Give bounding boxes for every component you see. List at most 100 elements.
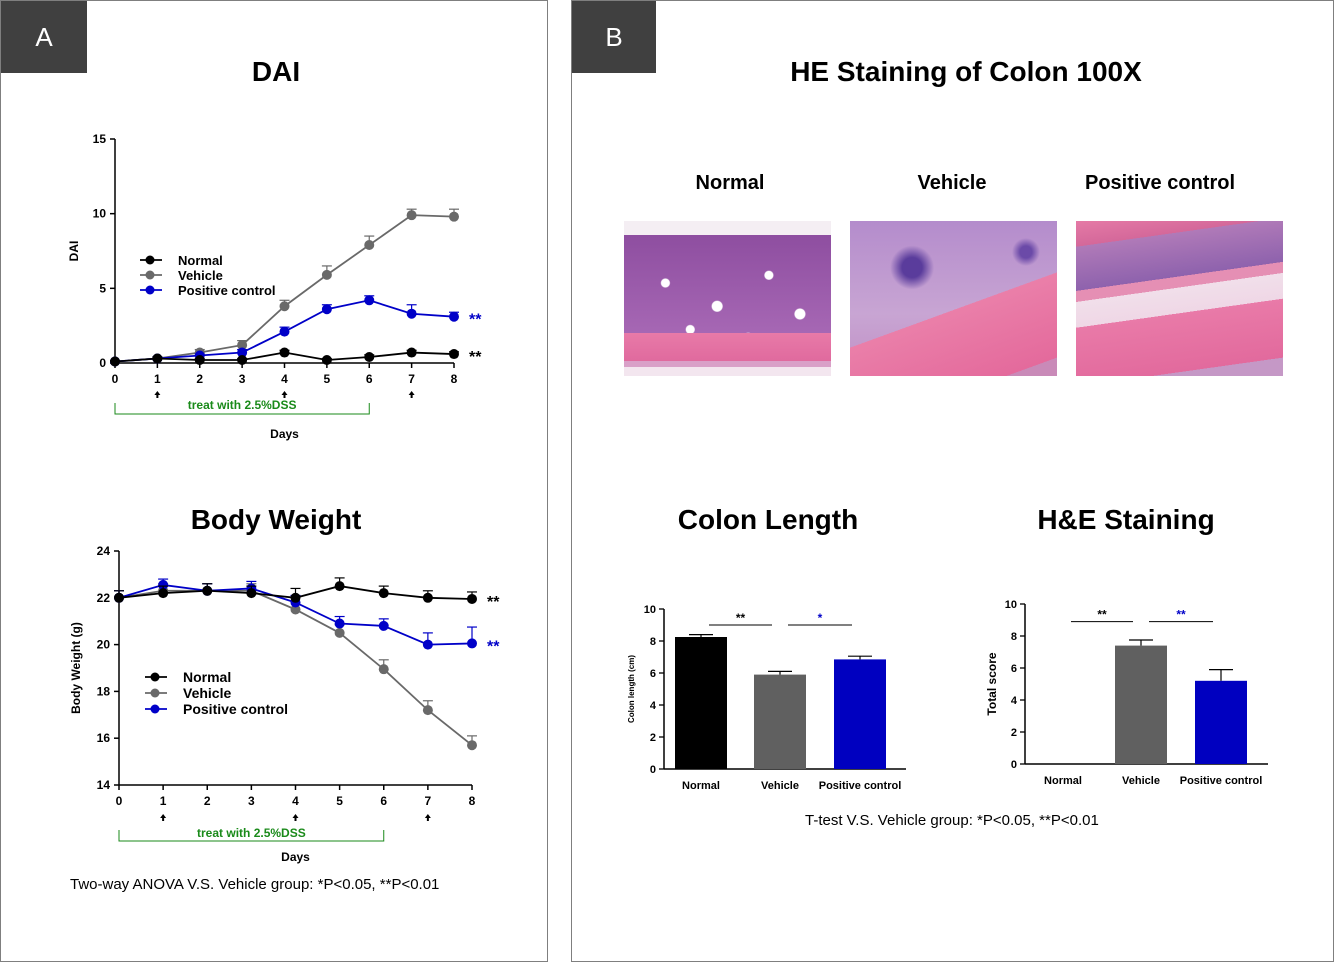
colon_length-y-tick-label: 10 — [644, 604, 656, 616]
dai-series-line-vehicle — [114, 214, 455, 363]
dai-point-positive — [279, 326, 290, 337]
colon_length-y-tick-label: 2 — [650, 732, 656, 744]
dai-point-positive — [406, 308, 417, 319]
colon_length-y-tick-label: 0 — [650, 764, 656, 776]
dai-treatment-arrow-icon — [154, 391, 161, 398]
image-label-vehicle: Vehicle — [917, 172, 987, 194]
body_weight-y-tick-label: 14 — [97, 778, 111, 792]
panel-a: A — [0, 0, 548, 962]
he_score-significance-label: ** — [1176, 608, 1186, 622]
dai-legend-marker-normal — [145, 255, 155, 265]
colon_length-bar-bar_positive — [834, 659, 886, 769]
he_score-bar-bar_vehicle — [1115, 645, 1167, 764]
panel-a-label: A — [1, 1, 87, 73]
dai-legend-label-normal: Normal — [178, 253, 223, 268]
body-weight-title: Body Weight — [190, 504, 362, 535]
he_score-y-tick-label: 2 — [1011, 727, 1017, 739]
panel-b: B — [571, 0, 1334, 962]
body_weight-point-vehicle — [334, 627, 345, 638]
body_weight-point-normal — [114, 592, 124, 603]
he_score-y-tick-label: 10 — [1005, 599, 1017, 611]
dai-point-vehicle — [364, 240, 375, 251]
body_weight-point-normal — [246, 588, 257, 599]
dai-point-normal — [110, 356, 120, 367]
he-staining-title: HE Staining of Colon 100X — [790, 56, 1142, 87]
dai-legend-marker-positive — [145, 285, 155, 295]
body_weight-x-tick-label: 4 — [292, 794, 299, 808]
body_weight-y-tick-label: 22 — [97, 591, 111, 605]
dai-legend-label-vehicle: Vehicle — [178, 268, 223, 283]
body_weight-point-vehicle — [378, 664, 389, 675]
histology-positive-image — [1076, 221, 1283, 376]
dai-point-vehicle — [237, 340, 248, 351]
he_score-y-tick-label: 0 — [1011, 759, 1017, 771]
dai-point-normal — [152, 353, 163, 364]
anova-footnote: Two-way ANOVA V.S. Vehicle group: *P<0.0… — [70, 876, 440, 893]
body_weight-point-normal — [378, 588, 389, 599]
body_weight-point-positive — [422, 639, 433, 650]
body_weight-point-normal — [202, 585, 213, 596]
ttest-footnote: T-test V.S. Vehicle group: *P<0.05, **P<… — [805, 812, 1099, 829]
colon_length-significance-label: * — [818, 611, 823, 625]
body_weight-x-tick-label: 2 — [204, 794, 211, 808]
body_weight-point-positive — [158, 579, 169, 590]
body_weight-significance-positive: ** — [487, 638, 500, 655]
colon_length-category-label: Positive control — [819, 780, 902, 792]
dai-significance-normal: ** — [469, 349, 482, 366]
dai-point-normal — [364, 352, 375, 363]
body_weight-treatment-arrow-icon — [160, 814, 167, 821]
dai-x-tick-label: 3 — [239, 372, 246, 386]
body_weight-legend-label-positive: Positive control — [183, 701, 288, 717]
dai-x-tick-label: 2 — [196, 372, 203, 386]
body_weight-x-tick-label: 3 — [248, 794, 255, 808]
image-label-normal: Normal — [695, 172, 765, 194]
colon_length-bar-bar_normal — [675, 637, 727, 769]
body_weight-point-vehicle — [290, 604, 301, 615]
body_weight-treatment-bracket — [118, 830, 385, 842]
body_weight-y-label: Body Weight (g) — [69, 622, 83, 714]
body_weight-point-positive — [334, 618, 345, 629]
body_weight-point-positive — [378, 620, 389, 631]
colon_length-significance-label: ** — [736, 611, 746, 625]
dai-x-label: Days — [270, 427, 299, 441]
dai-treatment-arrow-icon — [408, 391, 415, 398]
body_weight-y-tick-label: 20 — [97, 638, 111, 652]
body_weight-y-tick-label: 18 — [97, 684, 111, 698]
dai-treatment-bracket — [114, 403, 370, 415]
body_weight-legend-label-vehicle: Vehicle — [183, 685, 231, 701]
dai-point-vehicle — [406, 210, 417, 221]
dai-y-tick-label: 0 — [99, 356, 106, 370]
body_weight-x-tick-label: 7 — [425, 794, 432, 808]
dai-point-positive — [449, 311, 459, 322]
dai-point-normal — [449, 349, 459, 360]
he-score-title: H&E Staining — [1037, 504, 1215, 535]
dai-point-vehicle — [279, 301, 290, 312]
dai-significance-positive: ** — [469, 312, 482, 329]
body_weight-legend-label-normal: Normal — [183, 669, 231, 685]
he_score-y-tick-label: 4 — [1011, 695, 1018, 707]
dai-point-vehicle — [449, 211, 459, 222]
body_weight-point-normal — [290, 592, 301, 603]
dai-title: DAI — [251, 56, 301, 87]
dai-treatment-label: treat with 2.5%DSS — [188, 398, 297, 412]
body_weight-treatment-label: treat with 2.5%DSS — [197, 826, 306, 840]
dai-x-tick-label: 5 — [324, 372, 331, 386]
dai-point-positive — [321, 304, 332, 315]
body_weight-x-tick-label: 6 — [380, 794, 387, 808]
dai-x-tick-label: 8 — [451, 372, 458, 386]
body_weight-point-normal — [334, 581, 345, 592]
colon_length-y-tick-label: 8 — [650, 636, 656, 648]
dai-point-vehicle — [321, 269, 332, 280]
he_score-category-label: Vehicle — [1122, 775, 1160, 787]
dai-point-normal — [279, 347, 290, 358]
dai-x-tick-label: 0 — [112, 372, 119, 386]
image-label-positive: Positive control — [1084, 172, 1236, 194]
dai-legend-marker-vehicle — [145, 270, 155, 280]
body_weight-significance-normal: ** — [487, 594, 500, 611]
body_weight-x-tick-label: 1 — [160, 794, 167, 808]
dai-x-tick-label: 6 — [366, 372, 373, 386]
dai-x-tick-label: 1 — [154, 372, 161, 386]
dai-y-tick-label: 10 — [93, 207, 107, 221]
dai-point-positive — [237, 347, 248, 358]
